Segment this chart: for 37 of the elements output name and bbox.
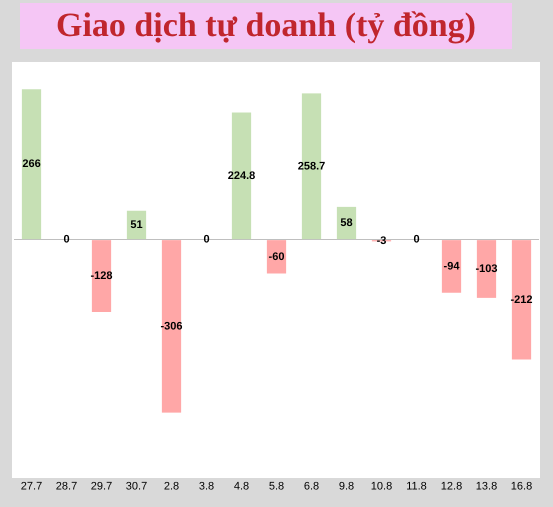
x-tick-label: 10.8 [370, 480, 392, 492]
x-tick-label: 12.8 [440, 480, 462, 492]
data-label: 51 [130, 218, 143, 231]
data-label: 0 [413, 234, 420, 246]
x-tick-label: 27.7 [20, 480, 42, 492]
data-label: 0 [203, 234, 210, 246]
x-tick-label: 16.8 [510, 480, 532, 492]
data-label: 224.8 [228, 170, 256, 182]
x-tick-label: 29.7 [90, 480, 112, 492]
chart-title: Giao dịch tự doanh (tỷ đồng) [20, 3, 512, 49]
x-tick-label: 3.8 [198, 480, 214, 492]
bar [162, 240, 182, 413]
x-tick-label: 28.7 [56, 480, 78, 492]
data-label: -60 [268, 250, 284, 263]
data-label: 58 [340, 217, 353, 230]
data-label: 0 [63, 234, 70, 246]
x-tick-label: 11.8 [406, 480, 427, 492]
x-tick-label: 6.8 [304, 480, 320, 492]
x-tick-label: 2.8 [164, 480, 180, 492]
data-label: -103 [475, 263, 498, 276]
data-label: 258.7 [298, 160, 326, 172]
x-tick-label: 9.8 [338, 480, 354, 492]
x-tick-label: 13.8 [476, 480, 498, 492]
x-tick-label: 5.8 [268, 480, 284, 492]
bar [476, 240, 496, 298]
x-tick-label: 30.7 [126, 480, 148, 492]
data-label: -212 [510, 294, 533, 306]
data-label: -306 [160, 320, 183, 332]
data-label: -128 [90, 270, 113, 282]
x-tick-label: 4.8 [234, 480, 250, 492]
bar [22, 89, 42, 240]
bar [442, 240, 462, 293]
data-label: -94 [444, 260, 460, 272]
data-label: 266 [22, 158, 41, 170]
data-label: -3 [376, 234, 386, 247]
bar [92, 240, 112, 312]
bar [512, 240, 532, 360]
